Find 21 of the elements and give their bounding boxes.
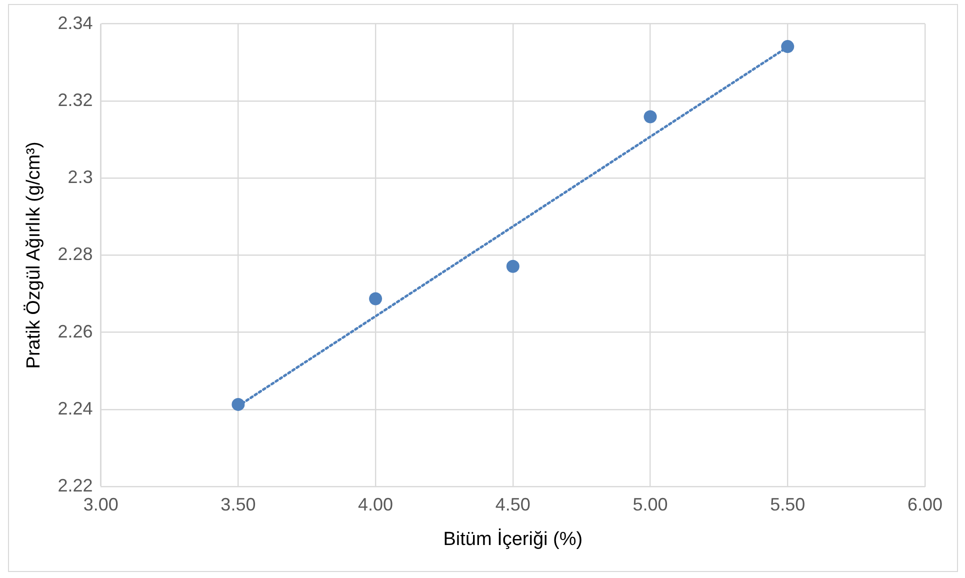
- point: [369, 292, 382, 306]
- x-tick-label: 5.00: [632, 494, 668, 514]
- point: [232, 398, 245, 411]
- y-tick-label: 2.34: [58, 12, 93, 33]
- x-tick-label: 5.50: [770, 494, 806, 514]
- x-tick-label: 6.00: [907, 494, 943, 514]
- point: [781, 40, 794, 54]
- point: [506, 260, 520, 273]
- y-tick-label: 2.28: [58, 244, 93, 264]
- x-axis-title: Bitüm İçeriği (%): [443, 528, 583, 550]
- y-tick-label: 2.22: [58, 476, 93, 496]
- y-axis-title: Pratik Özgül Ağırlık (g/cm³): [24, 142, 45, 369]
- y-tick-label: 2.3: [68, 167, 93, 188]
- y-tick-label: 2.32: [58, 90, 93, 110]
- x-tick-label: 4.50: [495, 494, 530, 514]
- point: [644, 110, 657, 124]
- x-tick-label: 4.00: [358, 494, 394, 514]
- x-tick-label: 3.50: [220, 494, 256, 514]
- y-tick-label: 2.24: [58, 398, 93, 418]
- y-tick-label: 2.26: [58, 321, 93, 342]
- x-tick-label: 3.00: [83, 494, 118, 514]
